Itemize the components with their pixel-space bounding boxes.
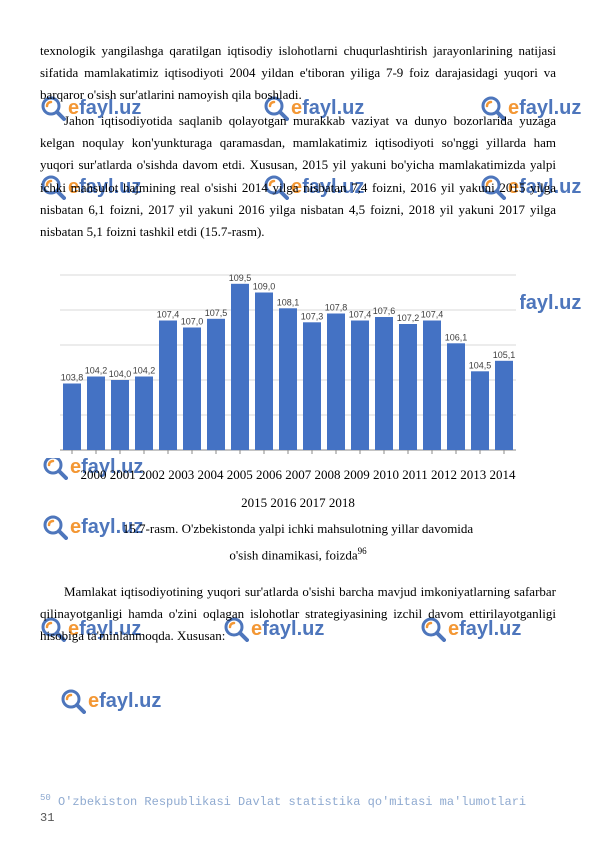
chart-bar <box>447 343 465 450</box>
chart-bar-label: 104,0 <box>109 369 132 379</box>
caption-text: o'sish dinamikasi, foizda <box>229 547 357 562</box>
chart-bar-label: 106,1 <box>445 332 468 342</box>
chart-bar <box>327 313 345 450</box>
chart-bar <box>423 320 441 450</box>
chart-bar-label: 103,8 <box>61 372 84 382</box>
chart-bar-label: 104,2 <box>85 365 108 375</box>
chart-bar-label: 107,4 <box>157 309 180 319</box>
bar-chart: 103,8104,2104,0104,2107,4107,0107,5109,5… <box>40 253 520 458</box>
chart-caption-line-2: o'sish dinamikasi, foizda96 <box>40 544 556 566</box>
chart-bar-label: 107,2 <box>397 313 420 323</box>
chart-bar <box>255 292 273 450</box>
chart-bar-label: 107,3 <box>301 311 324 321</box>
chart-caption-line-1: 15.7-rasm. O'zbekistonda yalpi ichki mah… <box>40 518 556 540</box>
chart-bar-label: 107,6 <box>373 306 396 316</box>
chart-bar <box>495 361 513 450</box>
chart-bar <box>375 317 393 450</box>
chart-bar <box>87 376 105 450</box>
chart-bar <box>399 324 417 450</box>
chart-bar-label: 107,4 <box>421 309 444 319</box>
chart-bar <box>351 320 369 450</box>
watermark-text: fayl.uz <box>99 684 161 718</box>
chart-bar <box>471 371 489 450</box>
footnote: 50 O'zbekiston Respublikasi Davlat stati… <box>40 791 556 812</box>
chart-bar <box>135 376 153 450</box>
years-line-1: 2000 2001 2002 2003 2004 2005 2006 2007 … <box>40 464 556 486</box>
chart-bar <box>303 322 321 450</box>
chart-bar-label: 107,8 <box>325 302 348 312</box>
paragraph-2: Jahon iqtisodiyotida saqlanib qolayotgan… <box>40 110 556 243</box>
caption-sup: 96 <box>358 546 367 556</box>
chart-bar-label: 107,0 <box>181 316 204 326</box>
chart-bar-label: 109,0 <box>253 281 276 291</box>
chart-bar-label: 108,1 <box>277 297 300 307</box>
watermark: efayl.uz <box>60 684 161 718</box>
chart-bar <box>111 380 129 450</box>
magnifier-icon <box>60 688 86 714</box>
chart-bar <box>279 308 297 450</box>
chart-bar <box>231 284 249 450</box>
watermark-e: e <box>88 684 99 718</box>
chart-bar <box>183 327 201 450</box>
chart-bar-label: 105,1 <box>493 350 516 360</box>
chart-bar-label: 104,5 <box>469 360 492 370</box>
footnote-text: O'zbekiston Respublikasi Davlat statisti… <box>58 795 526 809</box>
chart-bar-label: 104,2 <box>133 365 156 375</box>
chart-bar <box>63 383 81 450</box>
chart-bar-label: 107,5 <box>205 308 228 318</box>
page-number: 31 <box>40 808 54 828</box>
chart-bar-label: 107,4 <box>349 309 372 319</box>
chart-container: 103,8104,2104,0104,2107,4107,0107,5109,5… <box>40 253 556 458</box>
footnote-num: 50 <box>40 793 51 803</box>
paragraph-1: texnologik yangilashga qaratilgan iqtiso… <box>40 40 556 106</box>
chart-bar-label: 109,5 <box>229 273 252 283</box>
years-line-2: 2015 2016 2017 2018 <box>40 492 556 514</box>
chart-bar <box>207 319 225 450</box>
paragraph-3: Mamlakat iqtisodiyotining yuqori sur'atl… <box>40 581 556 647</box>
chart-bar <box>159 320 177 450</box>
